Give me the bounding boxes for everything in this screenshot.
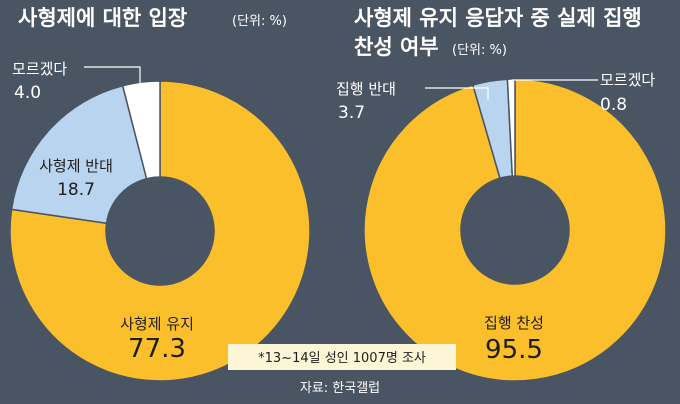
chart2-value-support: 95.5 [485, 335, 543, 365]
chart1-label-maintain: 사형제 유지 [120, 315, 194, 333]
chart1-value-maintain: 77.3 [128, 334, 186, 364]
chart2-label-oppose: 집행 반대 [336, 80, 396, 98]
chart1-slice-dontknow [121, 80, 161, 180]
survey-note: *13~14일 성인 1007명 조사 [258, 351, 426, 366]
chart1-label-dontknow: 모르겠다 [12, 60, 67, 78]
source-credit: 자료: 한국갤럽 [300, 381, 380, 396]
chart2-slice-dontknow [506, 78, 516, 177]
chart1-title: 사형제에 대한 입장 [18, 6, 187, 30]
note-box [228, 344, 456, 370]
chart2-unit: (단위: %) [452, 43, 507, 58]
donut-chart-1 [9, 80, 311, 382]
chart1-label-oppose: 사형제 반대 [39, 157, 113, 175]
leader-line-chart2-oppose [425, 87, 489, 100]
chart2-label-support: 집행 찬성 [484, 314, 544, 332]
chart2-title-line1: 사형제 유지 응답자 중 실제 집행 [354, 6, 642, 30]
chart1-slice-maintain [9, 80, 311, 382]
chart2-value-oppose: 3.7 [338, 103, 365, 123]
chart2-value-dontknow: 0.8 [600, 95, 627, 115]
chart1-value-dontknow: 4.0 [14, 83, 41, 103]
chart1-unit: (단위: %) [232, 14, 287, 29]
chart2-title-line2: 찬성 여부 [354, 35, 439, 59]
leader-line-chart1-dontknow [84, 66, 141, 90]
leader-line-chart2-dontknow [511, 79, 598, 94]
chart1-slice-oppose [10, 84, 148, 225]
donut-chart-2 [363, 78, 667, 382]
chart2-label-dontknow: 모르겠다 [600, 71, 655, 89]
chart1-value-oppose: 18.7 [57, 180, 95, 200]
chart2-slice-support [363, 78, 667, 382]
